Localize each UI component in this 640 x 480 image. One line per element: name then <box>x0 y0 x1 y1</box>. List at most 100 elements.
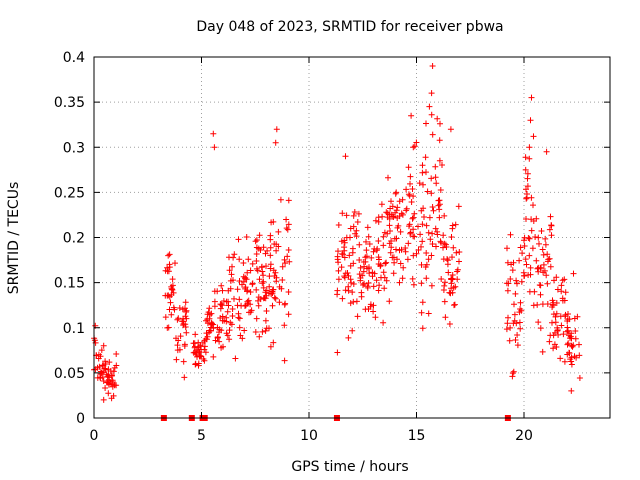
data-point <box>176 346 183 353</box>
data-point <box>248 307 255 314</box>
data-point <box>266 283 273 290</box>
data-point <box>428 111 435 118</box>
data-point <box>113 351 120 357</box>
data-point <box>208 310 215 317</box>
data-point <box>105 390 112 397</box>
data-point <box>227 285 234 292</box>
data-point <box>428 282 435 289</box>
data-point <box>396 198 403 205</box>
data-point <box>423 169 429 176</box>
data-point <box>433 243 439 250</box>
data-point <box>548 232 555 239</box>
data-point <box>102 361 109 367</box>
data-point <box>226 336 233 343</box>
data-point <box>270 218 277 225</box>
data-point <box>553 344 560 350</box>
data-point <box>252 238 259 245</box>
data-point <box>386 298 393 305</box>
data-point <box>281 357 288 364</box>
data-point <box>537 325 544 332</box>
data-point <box>366 264 372 271</box>
data-point <box>572 328 579 334</box>
data-point <box>564 341 571 348</box>
data-point <box>415 247 422 253</box>
data-point <box>218 344 225 351</box>
data-point <box>209 320 215 327</box>
data-point <box>362 258 369 265</box>
data-point <box>436 206 443 213</box>
data-point <box>242 274 249 281</box>
data-point <box>455 203 462 210</box>
data-point <box>418 243 424 250</box>
data-point <box>393 246 399 253</box>
data-point <box>544 251 551 258</box>
data-point <box>532 234 539 240</box>
y-tick-label: 0.15 <box>54 276 85 292</box>
data-point <box>542 241 549 248</box>
data-point <box>343 212 350 219</box>
data-point <box>523 195 530 202</box>
data-point <box>415 223 421 230</box>
data-point <box>164 264 171 271</box>
data-point <box>224 332 231 339</box>
data-point <box>418 280 425 287</box>
data-point <box>278 285 285 292</box>
data-point <box>434 231 441 238</box>
data-point <box>211 288 218 295</box>
data-point <box>446 321 453 327</box>
data-point <box>275 243 282 250</box>
data-point <box>549 297 556 304</box>
data-point <box>429 230 436 237</box>
data-point <box>519 250 526 257</box>
data-point <box>428 90 435 97</box>
data-point <box>413 250 420 257</box>
data-point <box>100 342 107 349</box>
data-point <box>429 131 436 138</box>
data-point <box>509 267 516 274</box>
data-point <box>256 276 263 283</box>
data-point <box>355 210 362 217</box>
data-point <box>553 310 560 317</box>
data-point <box>544 301 551 307</box>
data-point <box>286 258 293 265</box>
data-point <box>380 269 387 276</box>
data-point <box>427 236 434 243</box>
data-point <box>432 174 439 181</box>
data-point <box>384 214 391 221</box>
data-point <box>267 244 274 251</box>
data-point <box>397 260 404 267</box>
data-point <box>202 349 209 356</box>
data-point <box>361 280 368 287</box>
data-point <box>558 282 565 289</box>
data-point <box>513 277 520 284</box>
data-point <box>526 252 533 259</box>
data-point <box>449 254 455 261</box>
data-point <box>218 301 225 308</box>
data-point <box>406 221 413 228</box>
data-point <box>383 259 390 266</box>
data-point <box>236 296 243 303</box>
data-point <box>425 229 432 236</box>
data-point <box>245 297 252 304</box>
data-point <box>419 238 426 245</box>
data-point <box>451 301 458 308</box>
data-point <box>218 282 225 289</box>
data-point <box>441 212 448 219</box>
data-point <box>539 246 546 253</box>
data-point <box>214 335 221 341</box>
data-point <box>448 234 455 240</box>
data-point <box>565 340 572 347</box>
data-point <box>106 374 113 381</box>
data-point <box>394 215 401 221</box>
data-point <box>228 321 235 328</box>
data-point <box>358 289 365 296</box>
data-point <box>335 276 342 283</box>
data-point <box>447 126 454 133</box>
data-point <box>334 287 341 294</box>
data-point <box>239 335 246 342</box>
data-point <box>94 374 101 381</box>
data-point <box>102 385 109 391</box>
data-point <box>433 180 440 187</box>
data-point <box>379 213 386 220</box>
data-point <box>367 303 374 310</box>
